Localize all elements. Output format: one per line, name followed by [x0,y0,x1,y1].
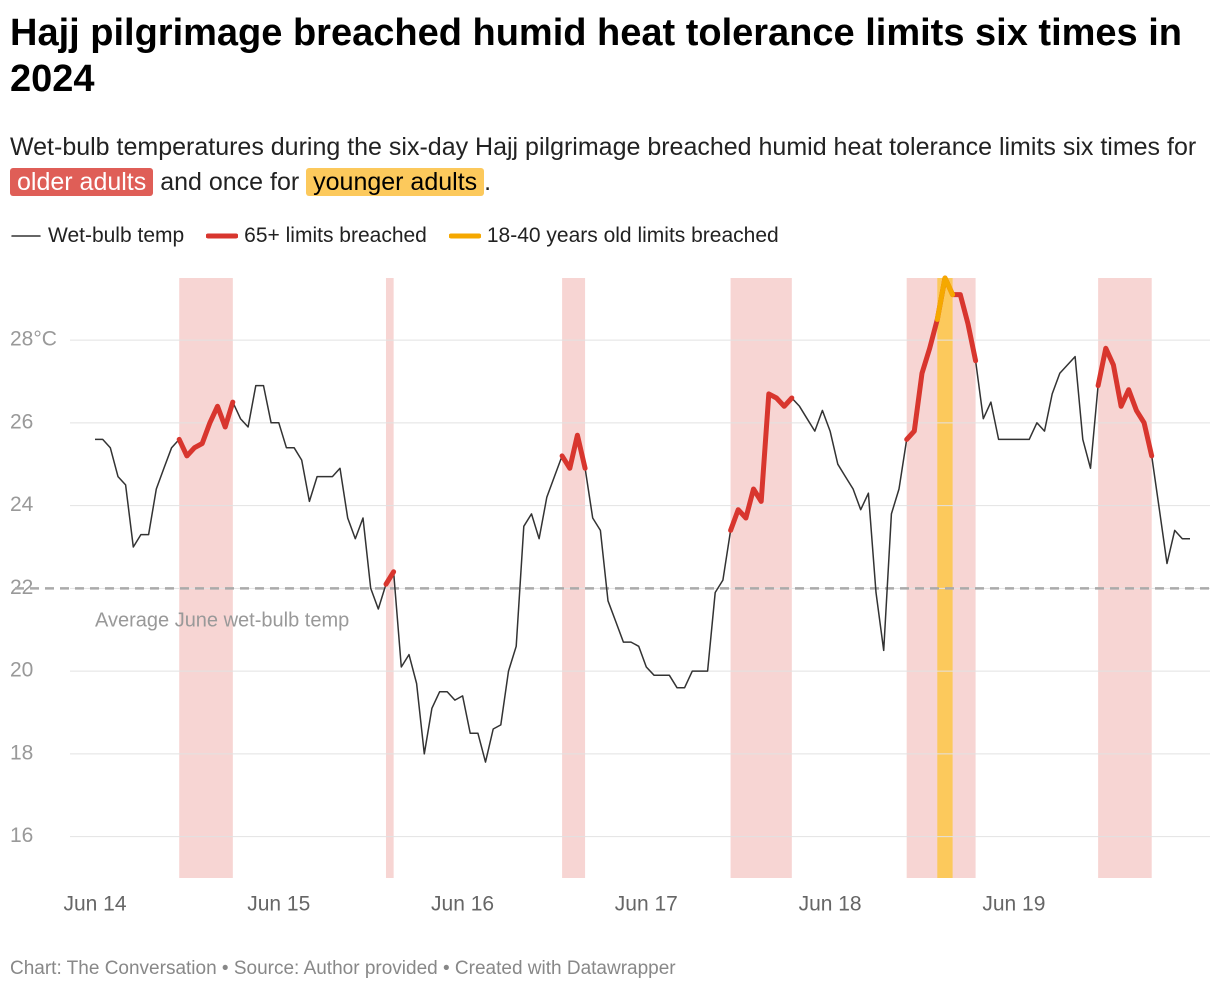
y-tick-label: 20 [10,659,33,682]
reference-label: Average June wet-bulb temp [95,610,349,632]
series-line [934,275,956,322]
breach-band [562,278,586,878]
subtitle-text: Wet-bulb temperatures during the six-day… [10,133,1197,161]
x-tick-label: Jun 14 [63,893,126,916]
breach-band [179,278,233,878]
legend-label: 18-40 years old limits breached [486,224,779,247]
y-tick-label: 18 [10,741,33,764]
y-tick-label: 26 [10,410,33,433]
subtitle-highlight: younger adults [306,168,485,196]
x-tick-label: Jun 17 [615,893,678,916]
breach-band [730,278,792,878]
x-tick-label: Jun 15 [247,893,310,916]
legend-label: 65+ limits breached [244,224,427,247]
breach-band [937,278,953,878]
legend: Wet-bulb temp 65+ limits breached 18-40 ye… [10,224,779,248]
y-tick-label: 24 [10,493,34,516]
x-tick-label: Jun 19 [982,893,1045,916]
x-tick-label: Jun 16 [431,893,494,916]
footer: Chart: The Conversation • Source: Author… [10,958,676,979]
chart-subtitle: Wet-bulb temperatures during the six-day… [10,130,1200,200]
legend-swatch [206,233,239,239]
chart-title: Hajj pilgrimage breached humid heat tole… [10,12,1183,100]
legend-item: 65+ limits breached [206,224,427,248]
subtitle-text: and once for [153,168,307,196]
y-tick-label: 28°C [10,328,57,351]
legend-item: Wet-bulb temp [10,224,184,248]
x-tick-label: Jun 18 [799,893,862,916]
breach-band [1098,278,1152,878]
legend-label: Wet-bulb temp [48,224,185,247]
series-line [95,277,1190,763]
series-line [176,275,1155,587]
legend-swatch [11,235,41,237]
y-tick-label: 16 [10,824,33,847]
legend-swatch [448,233,481,239]
subtitle-highlight: older adults [10,168,154,196]
subtitle-text: . [484,168,492,196]
legend-item: 18-40 years old limits breached [448,224,779,248]
